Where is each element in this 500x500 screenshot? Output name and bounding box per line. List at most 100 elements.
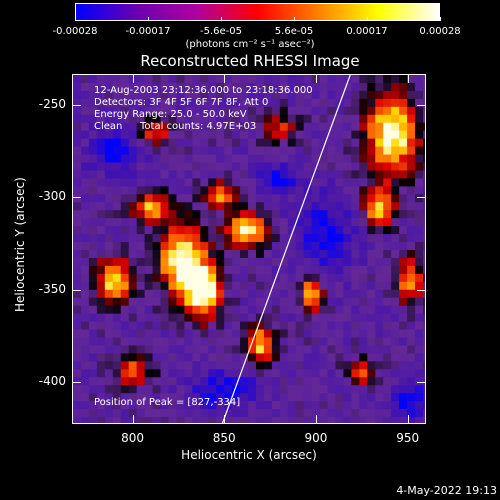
heatmap-pixel: [224, 249, 233, 259]
heatmap-pixel: [367, 249, 376, 259]
heatmap-pixel: [343, 146, 352, 156]
heatmap-pixel: [128, 234, 138, 243]
heatmap-pixel: [359, 249, 368, 259]
heatmap-pixel: [152, 369, 161, 378]
heatmap-pixel: [168, 385, 177, 394]
heatmap-pixel: [255, 162, 265, 171]
heatmap-pixel: [319, 146, 329, 156]
heatmap-pixel: [88, 114, 98, 124]
heatmap-pixel: [375, 75, 384, 84]
heatmap-pixel: [279, 210, 289, 219]
heatmap-pixel: [184, 321, 193, 331]
heatmap-pixel: [120, 170, 130, 179]
heatmap-pixel: [367, 170, 376, 179]
heatmap-pixel: [295, 265, 305, 275]
colorbar-tick-mark: [148, 17, 149, 21]
heatmap-pixel: [73, 210, 82, 219]
heatmap-pixel: [255, 218, 265, 227]
heatmap-pixel: [240, 226, 249, 235]
heatmap-pixel: [240, 170, 249, 179]
heatmap-pixel: [303, 321, 313, 331]
heatmap-pixel: [279, 329, 289, 338]
heatmap-pixel: [192, 305, 201, 315]
heatmap-pixel: [375, 154, 384, 163]
heatmap-pixel: [359, 122, 368, 132]
heatmap-pixel: [248, 289, 257, 299]
heatmap-pixel: [216, 377, 225, 386]
heatmap-pixel: [208, 409, 217, 418]
heatmap-pixel: [176, 75, 185, 84]
heatmap-pixel: [295, 130, 305, 140]
heatmap-pixel: [240, 114, 249, 124]
heatmap-pixel: [104, 82, 114, 92]
heatmap-pixel: [192, 75, 201, 84]
heatmap-pixel: [351, 289, 360, 299]
heatmap-pixel: [343, 162, 352, 171]
heatmap-pixel: [160, 162, 169, 171]
heatmap-pixel: [407, 273, 416, 283]
heatmap-plot: 12-Aug-2003 23:12:36.000 to 23:18:36.000…: [72, 74, 426, 424]
heatmap-pixel: [303, 98, 313, 108]
heatmap-pixel: [271, 146, 281, 156]
heatmap-pixel: [152, 122, 161, 132]
heatmap-pixel: [327, 265, 337, 275]
heatmap-pixel: [367, 82, 376, 92]
heatmap-pixel: [319, 130, 329, 140]
heatmap-pixel: [327, 297, 337, 307]
heatmap-pixel: [287, 321, 297, 331]
heatmap-pixel: [255, 122, 265, 132]
heatmap-pixel: [279, 345, 289, 354]
heatmap-pixel: [295, 122, 305, 132]
heatmap-pixel: [359, 202, 368, 211]
heatmap-pixel: [192, 226, 201, 235]
heatmap-pixel: [104, 289, 114, 299]
heatmap-pixel: [248, 369, 257, 378]
heatmap-pixel: [224, 321, 233, 331]
heatmap-pixel: [319, 242, 329, 251]
heatmap-pixel: [383, 249, 392, 259]
heatmap-pixel: [224, 202, 233, 211]
heatmap-pixel: [88, 170, 98, 179]
heatmap-pixel: [311, 194, 321, 203]
heatmap-pixel: [232, 369, 241, 378]
heatmap-pixel: [343, 154, 352, 163]
heatmap-pixel: [335, 234, 344, 243]
heatmap-pixel: [144, 226, 154, 235]
heatmap-pixel: [96, 393, 106, 402]
colorbar-tick-label: 5.6e-05: [274, 26, 314, 37]
heatmap-pixel: [319, 234, 329, 243]
heatmap-pixel: [232, 218, 241, 227]
heatmap-pixel: [80, 361, 90, 370]
heatmap-pixel: [144, 106, 154, 116]
heatmap-pixel: [152, 170, 161, 179]
heatmap-pixel: [351, 305, 360, 315]
heatmap-pixel: [208, 353, 217, 362]
heatmap-pixel: [399, 226, 408, 235]
heatmap-pixel: [271, 234, 281, 243]
heatmap-pixel: [423, 82, 425, 92]
heatmap-pixel: [399, 75, 408, 84]
heatmap-pixel: [200, 234, 209, 243]
heatmap-pixel: [144, 377, 154, 386]
heatmap-pixel: [168, 265, 177, 275]
heatmap-pixel: [224, 90, 233, 100]
heatmap-pixel: [351, 249, 360, 259]
heatmap-pixel: [96, 329, 106, 338]
heatmap-pixel: [399, 313, 408, 323]
heatmap-pixel: [160, 337, 169, 346]
heatmap-pixel: [80, 130, 90, 140]
heatmap-pixel: [335, 226, 344, 235]
heatmap-pixel: [232, 377, 241, 386]
heatmap-pixel: [216, 106, 225, 116]
heatmap-pixel: [367, 313, 376, 323]
heatmap-pixel: [96, 417, 106, 423]
heatmap-pixel: [335, 393, 344, 402]
heatmap-pixel: [152, 265, 161, 275]
heatmap-pixel: [120, 106, 130, 116]
heatmap-pixel: [319, 393, 329, 402]
heatmap-pixel: [200, 361, 209, 370]
heatmap-pixel: [359, 194, 368, 203]
heatmap-pixel: [240, 202, 249, 211]
heatmap-pixel: [351, 401, 360, 410]
heatmap-pixel: [152, 321, 161, 331]
